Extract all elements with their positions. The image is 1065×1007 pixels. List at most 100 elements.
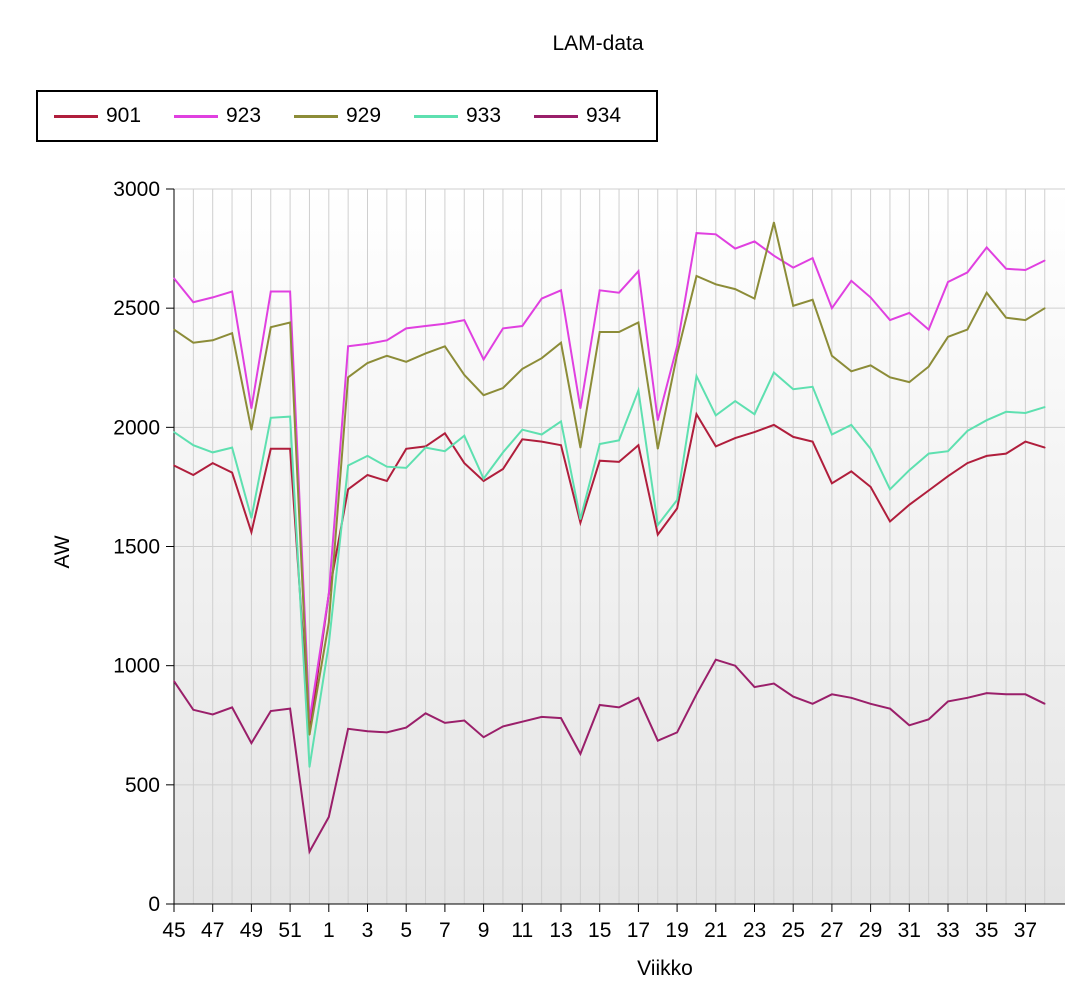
data-point-901 xyxy=(927,489,930,492)
data-point-901 xyxy=(463,462,466,464)
x-tick-label: 31 xyxy=(898,919,921,942)
data-point-934 xyxy=(618,706,620,709)
data-point-933 xyxy=(405,467,408,469)
data-point-933 xyxy=(637,389,640,392)
data-point-901 xyxy=(1024,440,1027,443)
data-point-923 xyxy=(753,240,756,243)
data-point-934 xyxy=(715,658,717,661)
data-point-934 xyxy=(869,703,872,705)
data-point-934 xyxy=(966,697,969,699)
data-point-923 xyxy=(405,327,408,330)
data-point-933 xyxy=(289,415,291,418)
data-point-923 xyxy=(637,270,640,273)
chart-title: LAM-data xyxy=(552,32,644,55)
data-point-923 xyxy=(250,407,253,410)
data-point-901 xyxy=(637,444,640,447)
data-point-923 xyxy=(869,296,872,299)
data-point-933 xyxy=(192,444,195,447)
data-point-901 xyxy=(444,432,446,435)
data-point-901 xyxy=(521,438,524,441)
data-point-929 xyxy=(1005,316,1007,319)
data-point-923 xyxy=(792,266,794,269)
data-point-934 xyxy=(792,695,794,698)
data-point-901 xyxy=(1043,446,1046,449)
x-tick-label: 37 xyxy=(1014,919,1037,942)
data-point-933 xyxy=(328,643,330,646)
data-point-933 xyxy=(540,433,543,436)
data-point-929 xyxy=(676,353,678,356)
data-point-901 xyxy=(850,470,853,473)
data-point-923 xyxy=(947,281,949,283)
x-tick-label: 25 xyxy=(782,919,805,942)
data-point-929 xyxy=(579,446,582,449)
data-point-934 xyxy=(366,730,369,733)
x-tick-label: 5 xyxy=(400,919,412,942)
data-point-923 xyxy=(540,297,543,300)
x-tick-label: 47 xyxy=(201,919,224,942)
data-point-933 xyxy=(1005,411,1007,413)
data-point-923 xyxy=(463,319,466,321)
data-point-934 xyxy=(908,724,911,727)
data-point-934 xyxy=(231,706,233,709)
series-line-933 xyxy=(174,370,1046,768)
data-point-929 xyxy=(269,326,272,329)
data-point-933 xyxy=(424,446,427,449)
data-point-923 xyxy=(1005,268,1007,270)
data-point-901 xyxy=(482,480,485,482)
data-point-923 xyxy=(444,322,446,325)
data-point-934 xyxy=(831,693,833,696)
data-point-901 xyxy=(405,447,408,450)
data-point-933 xyxy=(1043,406,1046,408)
legend-item-929: 929 xyxy=(294,92,381,140)
data-point-929 xyxy=(424,352,427,355)
data-point-934 xyxy=(695,693,698,696)
data-point-934 xyxy=(889,707,891,710)
data-point-929 xyxy=(753,297,756,300)
data-point-933 xyxy=(444,450,446,452)
data-point-933 xyxy=(753,413,756,416)
data-point-934 xyxy=(424,712,427,715)
data-point-929 xyxy=(695,275,698,277)
data-point-923 xyxy=(173,277,175,280)
data-point-933 xyxy=(966,430,969,432)
x-tick-label: 15 xyxy=(588,919,611,942)
data-point-929 xyxy=(250,428,253,431)
data-point-933 xyxy=(695,375,698,377)
data-point-933 xyxy=(831,433,833,436)
data-point-933 xyxy=(386,465,388,468)
y-tick-label: 1500 xyxy=(113,536,160,559)
data-point-929 xyxy=(463,374,466,376)
data-point-929 xyxy=(192,341,195,344)
data-point-923 xyxy=(618,291,620,294)
data-point-923 xyxy=(850,279,853,282)
data-point-901 xyxy=(656,533,659,536)
data-point-933 xyxy=(269,417,272,419)
data-point-929 xyxy=(328,621,330,624)
data-point-929 xyxy=(966,328,969,331)
data-point-923 xyxy=(424,325,427,327)
data-point-923 xyxy=(1043,259,1046,262)
legend-item-923: 923 xyxy=(174,92,261,140)
x-tick-label: 29 xyxy=(859,919,882,942)
data-point-934 xyxy=(1005,693,1007,696)
data-point-901 xyxy=(618,461,620,463)
legend-swatch xyxy=(294,114,338,118)
data-point-933 xyxy=(947,450,949,452)
legend-label: 934 xyxy=(586,104,622,127)
data-point-923 xyxy=(192,301,195,304)
data-point-933 xyxy=(985,419,988,421)
data-point-934 xyxy=(598,704,601,706)
data-point-933 xyxy=(579,518,582,520)
legend-item-934: 934 xyxy=(534,92,621,140)
data-point-929 xyxy=(540,357,543,360)
data-point-929 xyxy=(734,288,736,290)
data-point-934 xyxy=(386,731,388,734)
data-point-923 xyxy=(366,343,369,345)
data-point-923 xyxy=(211,296,214,299)
x-tick-label: 9 xyxy=(478,919,490,942)
legend-swatch xyxy=(174,114,218,118)
data-point-933 xyxy=(927,452,930,455)
data-point-929 xyxy=(947,335,949,338)
data-point-934 xyxy=(250,742,253,744)
